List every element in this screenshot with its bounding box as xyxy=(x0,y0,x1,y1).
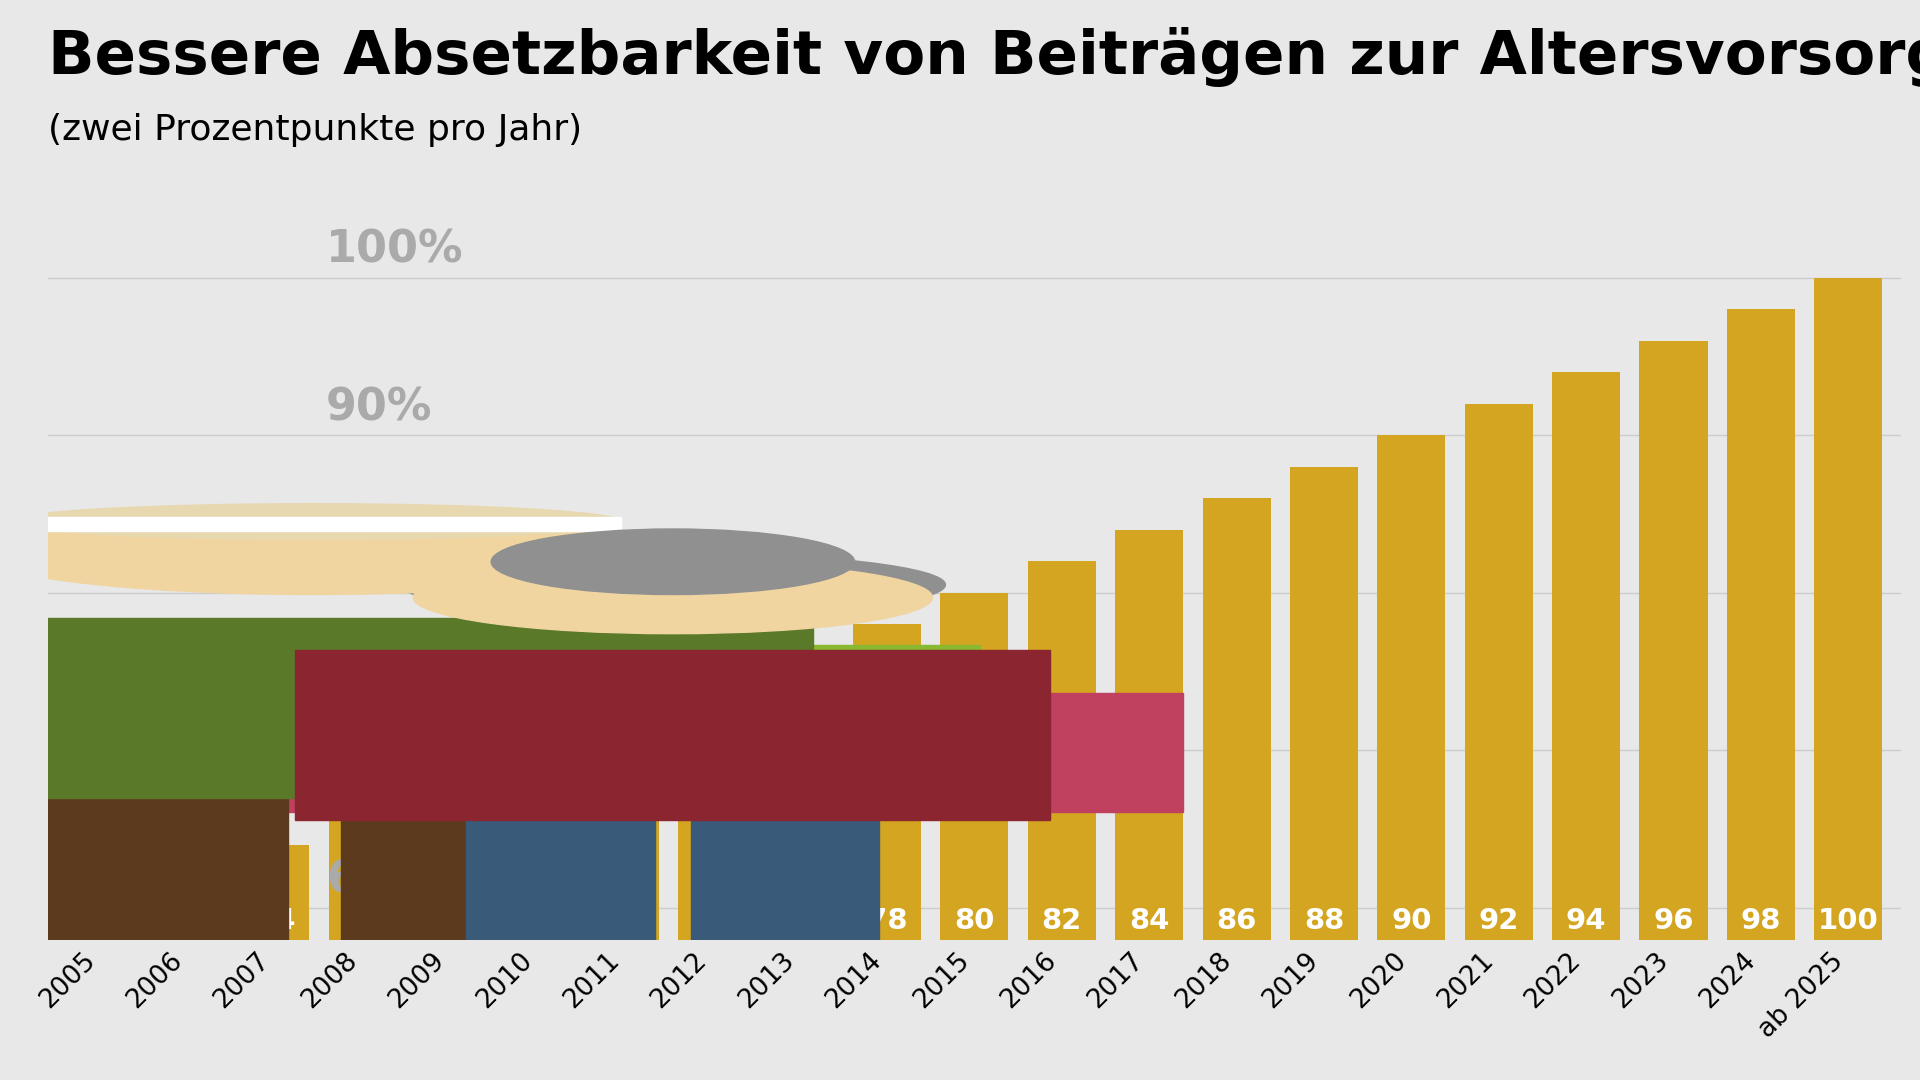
Text: 88: 88 xyxy=(1304,907,1344,935)
Bar xyxy=(296,650,1050,821)
Bar xyxy=(1640,341,1707,940)
Text: 84: 84 xyxy=(1129,907,1169,935)
Text: 86: 86 xyxy=(1217,907,1258,935)
Text: 60%: 60% xyxy=(326,859,432,902)
Bar xyxy=(503,751,572,940)
Ellipse shape xyxy=(401,553,945,617)
Bar xyxy=(163,692,428,812)
Text: 70: 70 xyxy=(516,907,557,935)
Text: 76: 76 xyxy=(780,907,820,935)
Bar xyxy=(678,688,747,940)
Ellipse shape xyxy=(8,503,622,540)
Bar xyxy=(1551,373,1620,940)
Bar xyxy=(67,908,134,940)
Circle shape xyxy=(492,529,854,594)
Bar xyxy=(1116,530,1183,940)
Bar xyxy=(340,798,630,940)
Bar xyxy=(1726,309,1795,940)
Text: 68: 68 xyxy=(430,907,470,935)
Bar xyxy=(1377,435,1446,940)
Text: 72: 72 xyxy=(605,907,645,935)
Text: Bessere Absetzbarkeit von Beiträgen zur Altersvorsorge: Bessere Absetzbarkeit von Beiträgen zur … xyxy=(48,27,1920,87)
Bar xyxy=(701,645,979,780)
Text: 100: 100 xyxy=(1818,907,1880,935)
Bar xyxy=(691,821,879,940)
Text: 94: 94 xyxy=(1567,907,1607,935)
Bar xyxy=(154,877,223,940)
Text: 100%: 100% xyxy=(326,228,463,271)
Text: 82: 82 xyxy=(1043,907,1083,935)
Bar xyxy=(941,593,1008,940)
Text: 92: 92 xyxy=(1478,907,1519,935)
Text: 80%: 80% xyxy=(326,543,432,586)
Text: 64: 64 xyxy=(255,907,296,935)
Text: 90%: 90% xyxy=(326,386,432,429)
Text: 74: 74 xyxy=(691,907,733,935)
Text: 98: 98 xyxy=(1741,907,1782,935)
Text: 80: 80 xyxy=(954,907,995,935)
Text: 70%: 70% xyxy=(326,701,432,744)
Bar xyxy=(242,845,309,940)
Ellipse shape xyxy=(0,510,655,594)
Text: 96: 96 xyxy=(1653,907,1693,935)
Bar xyxy=(417,782,484,940)
Text: (zwei Prozentpunkte pro Jahr): (zwei Prozentpunkte pro Jahr) xyxy=(48,113,582,147)
Ellipse shape xyxy=(413,562,933,634)
Bar xyxy=(766,656,833,940)
Bar xyxy=(591,719,659,940)
Bar xyxy=(8,517,622,531)
Bar xyxy=(1814,278,1882,940)
Text: 60: 60 xyxy=(81,907,121,935)
Bar xyxy=(467,821,655,940)
Bar xyxy=(1027,562,1096,940)
Bar xyxy=(918,692,1183,812)
Bar xyxy=(0,618,812,798)
Text: 62: 62 xyxy=(167,907,207,935)
Text: 66: 66 xyxy=(342,907,382,935)
Bar xyxy=(852,624,922,940)
Bar xyxy=(1465,404,1532,940)
Bar xyxy=(328,813,397,940)
Bar xyxy=(1290,467,1357,940)
Bar xyxy=(0,798,288,940)
Text: 90: 90 xyxy=(1392,907,1432,935)
Text: 78: 78 xyxy=(866,907,908,935)
Bar xyxy=(1202,498,1271,940)
